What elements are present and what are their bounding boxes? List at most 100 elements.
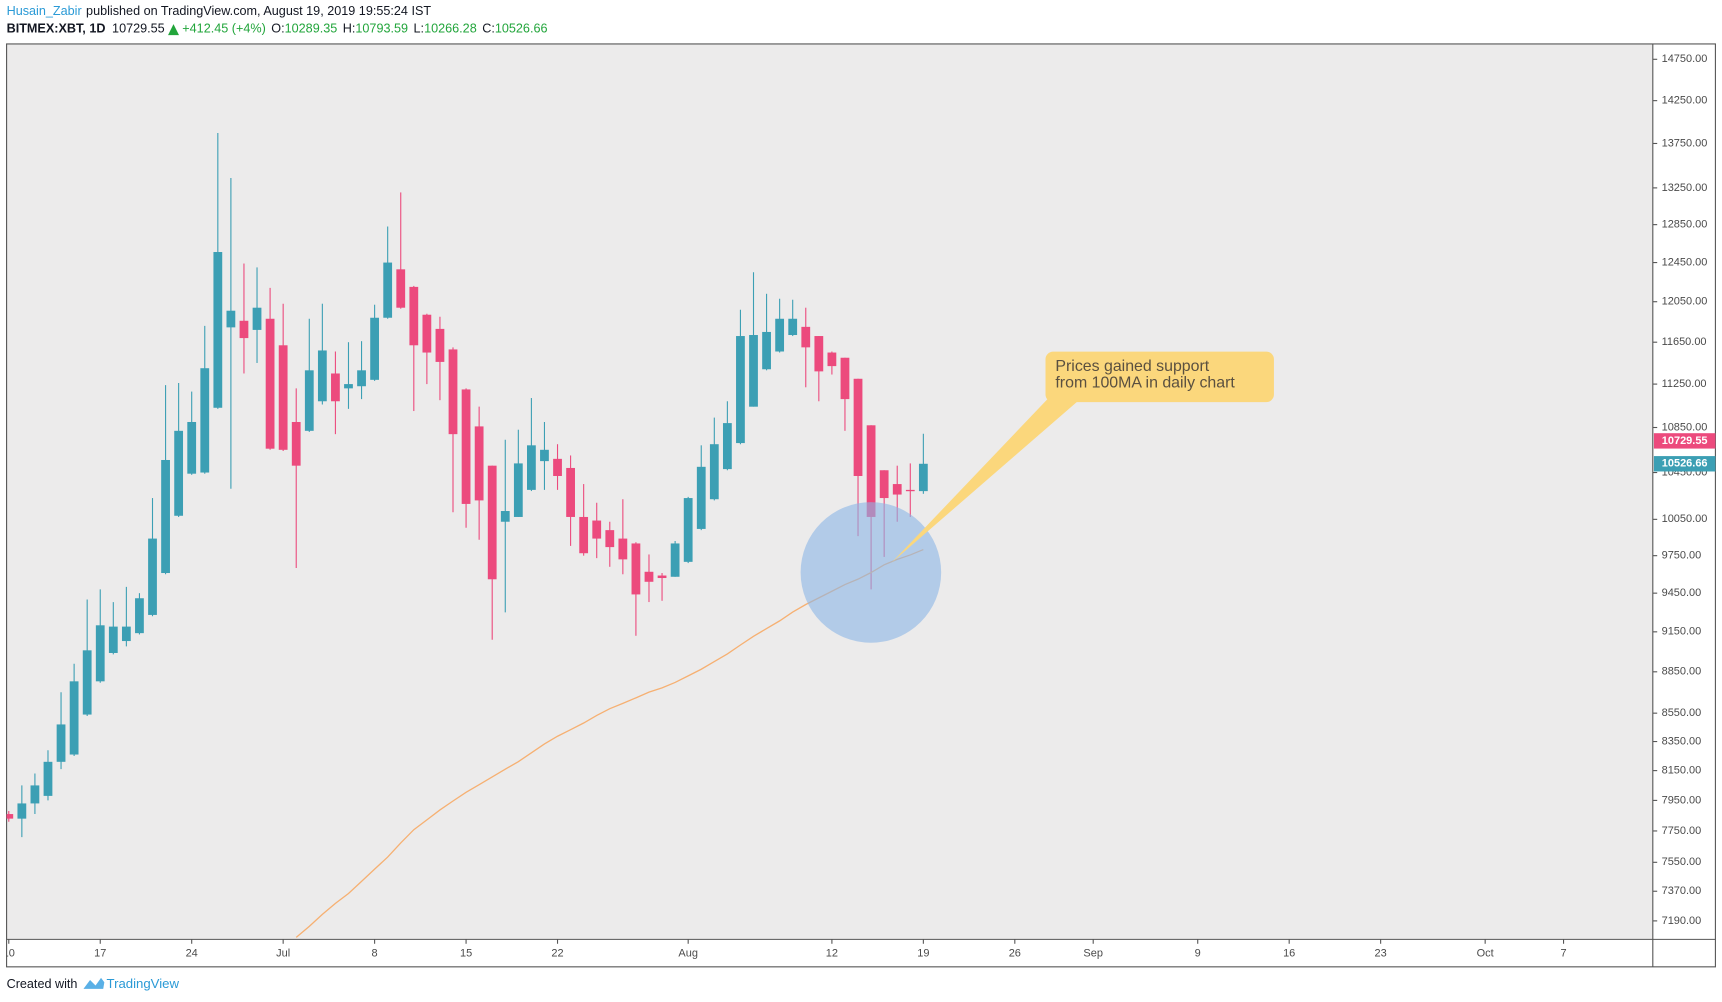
- x-tick-label: 26: [1009, 948, 1021, 960]
- y-tick-label: 9750.00: [1662, 550, 1702, 562]
- x-tick-label: 10: [3, 948, 15, 960]
- x-tick-label: Jul: [276, 948, 290, 960]
- candle-body: [722, 423, 732, 470]
- y-tick-label: 14250.00: [1662, 95, 1708, 107]
- candle-body: [461, 389, 471, 504]
- header-line: Husain_Zabir published on TradingView.com…: [7, 4, 432, 18]
- change: +412.45 (+4%): [182, 22, 266, 36]
- candle-body: [749, 335, 758, 407]
- x-tick-label: 22: [551, 948, 563, 960]
- candle-body: [918, 463, 928, 492]
- callout-text: Prices gained support: [1055, 358, 1209, 375]
- ohlc-label: H:: [343, 22, 356, 36]
- y-tick-label: 13250.00: [1662, 182, 1708, 194]
- candle-body: [579, 516, 589, 554]
- ohlc-label: C:: [482, 22, 495, 36]
- symbol-line: BITMEX:XBT, 1D 10729.55 +412.45 (+4%) O:102…: [7, 22, 548, 36]
- x-tick-label: 23: [1375, 948, 1387, 960]
- candle-body: [383, 262, 393, 318]
- candle-body: [265, 318, 275, 449]
- highlight-circle: [800, 502, 942, 643]
- ohlc-label: L:: [414, 22, 425, 36]
- x-tick-label: 15: [460, 948, 472, 960]
- x-tick-label: Sep: [1083, 948, 1103, 960]
- candle-body: [226, 310, 236, 328]
- plot-background: [6, 43, 1653, 940]
- x-tick-label: 12: [826, 948, 838, 960]
- header: Husain_Zabir published on TradingView.com…: [7, 4, 548, 36]
- candle-body: [435, 328, 445, 362]
- y-tick-label: 9450.00: [1662, 587, 1702, 599]
- candle-body: [709, 444, 719, 500]
- y-tick-label: 10850.00: [1662, 421, 1708, 433]
- candle-body: [135, 598, 144, 634]
- candle-body: [304, 370, 314, 431]
- plot: [6, 133, 928, 938]
- footer-brand[interactable]: TradingView: [107, 976, 180, 991]
- y-tick-label: 10050.00: [1662, 513, 1708, 525]
- up-arrow-icon: [168, 24, 180, 36]
- y-tick-label: 7370.00: [1662, 885, 1702, 897]
- footer: Created with TradingView: [7, 976, 180, 991]
- candle-body: [174, 430, 184, 516]
- brand-logo: [83, 977, 105, 989]
- candle-body: [905, 489, 915, 492]
- candle-body: [6, 814, 14, 819]
- y-tick-label: 11250.00: [1662, 378, 1707, 390]
- candle-body: [422, 314, 432, 353]
- y-tick-label: 14750.00: [1662, 53, 1708, 65]
- y-tick-label: 8150.00: [1662, 765, 1702, 777]
- y-tick-label: 8350.00: [1662, 735, 1702, 747]
- candle-body: [161, 459, 170, 574]
- x-tick-label: 8: [372, 948, 378, 960]
- candle-body: [448, 349, 458, 435]
- y-tick-label: 7750.00: [1662, 825, 1702, 837]
- axes: 14750.00 14250.00 13750.00 13250.00 12850.00…: [3, 53, 1716, 960]
- candle-body: [69, 681, 79, 755]
- candle-body: [592, 520, 602, 539]
- candle-body: [853, 378, 863, 476]
- candle-body: [213, 252, 223, 408]
- candle-body: [187, 421, 197, 474]
- candle-body: [814, 336, 824, 372]
- candle-body: [657, 575, 667, 579]
- candle-body: [56, 724, 66, 762]
- candle-body: [200, 368, 210, 473]
- x-tick-labels: 10 17 24 Jul 8 15 22 Aug 12 19 26 Sep 9 16 23 Oct 7: [3, 948, 1567, 960]
- candle-body: [840, 357, 850, 400]
- candle-body: [866, 425, 876, 517]
- candle-body: [278, 345, 288, 450]
- candle-body: [370, 317, 380, 380]
- high-value: 10793.59: [355, 22, 408, 36]
- y-tick-label: 12450.00: [1662, 256, 1708, 268]
- candle-body: [553, 458, 562, 476]
- candle-body: [500, 511, 510, 522]
- candle-body: [108, 626, 118, 653]
- y-tick-label: 11650.00: [1662, 336, 1707, 348]
- close-price-label: 10526.66: [1662, 458, 1708, 470]
- author[interactable]: Husain_Zabir: [7, 4, 82, 18]
- candle-body: [317, 350, 327, 402]
- candle-body: [357, 370, 366, 387]
- candle-body: [331, 373, 340, 402]
- low-value: 10266.28: [424, 22, 477, 36]
- frame: [6, 43, 1716, 968]
- candle-body: [252, 307, 262, 330]
- candle-body: [696, 466, 706, 529]
- candle-body: [95, 625, 105, 682]
- x-tick-label: 24: [186, 948, 198, 960]
- candle-body: [82, 650, 92, 715]
- last-price-label: 10729.55: [1662, 435, 1708, 447]
- y-tick-label: 7550.00: [1662, 856, 1702, 868]
- candle-body: [801, 326, 811, 348]
- published-note: published on TradingView.com, August 19,…: [86, 4, 431, 18]
- x-tick-label: 17: [94, 948, 106, 960]
- candle-body: [344, 384, 353, 389]
- candle-body: [892, 484, 902, 495]
- candle-body: [239, 320, 249, 339]
- candle-body: [487, 465, 497, 580]
- x-tick-label: Aug: [678, 948, 698, 960]
- candle-body: [148, 538, 157, 615]
